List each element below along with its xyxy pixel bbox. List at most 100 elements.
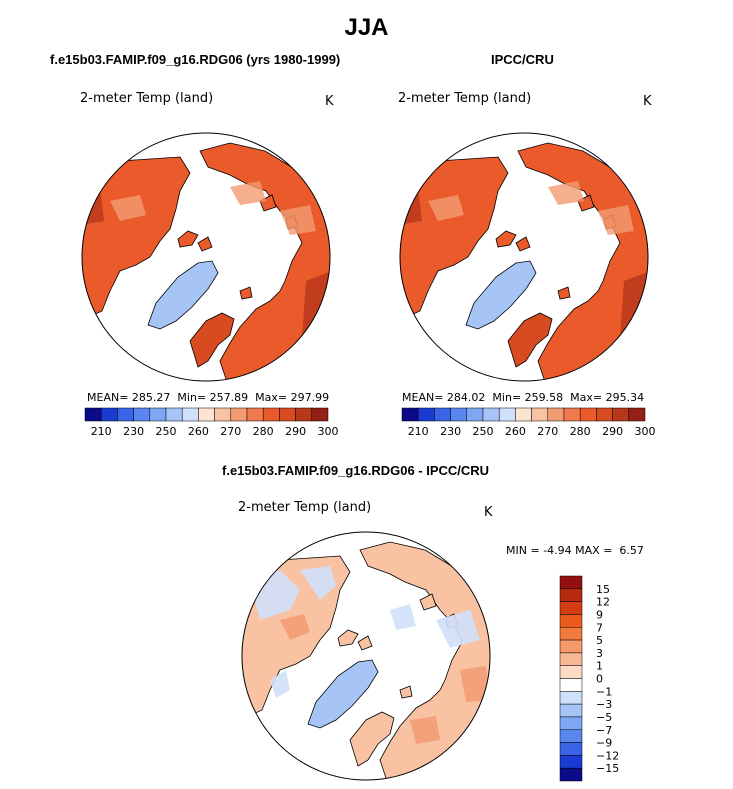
diff-colorbar-box-11	[559, 716, 583, 731]
colorbar-box-12	[279, 407, 296, 422]
colorbar-box-6	[498, 407, 516, 422]
neg-anomaly-3	[390, 604, 416, 630]
diff-colorbar-box-14	[559, 755, 583, 769]
diff-colorbar-tick-label: 1	[596, 660, 603, 673]
panel2-stats: MEAN= 284.02 Min= 259.58 Max= 295.34	[402, 391, 645, 404]
colorbar-tick-label: 290	[285, 425, 306, 438]
colorbar-box-2	[117, 407, 134, 422]
island-0	[177, 230, 199, 248]
pos-anomaly-1	[460, 666, 490, 702]
colorbar-box-8	[531, 407, 549, 422]
panel3-variable: 2-meter Temp (land)	[238, 500, 372, 515]
colorbar-box-9	[230, 407, 248, 422]
diff-colorbar-tick-label: 12	[596, 596, 610, 609]
neg-anomaly-4	[270, 670, 290, 698]
island-0	[495, 230, 517, 248]
panel3-title: f.e15b03.FAMIP.f09_g16.RDG06 - IPCC/CRU	[222, 463, 490, 478]
diff-colorbar-box-4	[559, 627, 583, 641]
neg-anomaly-1	[300, 566, 336, 600]
diff-colorbar-tick-label: 0	[596, 673, 603, 686]
island-1	[357, 635, 373, 651]
panel2-units: K	[643, 94, 652, 109]
colorbar-box-0	[401, 407, 419, 422]
colorbar-tick-label: 300	[635, 425, 656, 438]
colorbar-tick-label: 260	[188, 425, 209, 438]
colorbar-tick-label: 210	[408, 425, 429, 438]
colorbar-box-14	[628, 407, 646, 422]
cool-patch-0	[110, 195, 146, 221]
map-border	[241, 531, 491, 781]
island-4	[399, 685, 413, 699]
diff-colorbar-box-7	[559, 665, 583, 679]
colorbar-box-13	[612, 407, 630, 422]
diff-colorbar-tick-label: −9	[596, 737, 612, 750]
panel2-map	[399, 132, 649, 382]
diff-colorbar-box-3	[559, 614, 583, 628]
colorbar-tick-label: 280	[570, 425, 591, 438]
colorbar-box-11	[262, 407, 280, 422]
diff-colorbar-tick-label: 9	[596, 608, 603, 621]
colorbar-box-9	[547, 407, 565, 422]
diff-colorbar-tick-label: −3	[596, 698, 612, 711]
colorbar-box-1	[417, 407, 435, 422]
panel1-colorbar: 210 230 250 260 270 280 290 300	[84, 407, 339, 438]
colorbar-tick-label: 280	[253, 425, 274, 438]
colorbar-box-10	[563, 407, 581, 422]
diff-colorbar-tick-label: −1	[596, 685, 612, 698]
greenland-landmass	[465, 260, 537, 330]
scandinavia-landmass	[189, 312, 235, 368]
colorbar-tick-label: 250	[473, 425, 494, 438]
island-1	[515, 236, 531, 252]
colorbar-box-11	[579, 407, 597, 422]
colorbar-box-0	[84, 407, 102, 422]
diff-colorbar-box-13	[559, 742, 583, 756]
colorbar-box-4	[466, 407, 484, 422]
panel1-stats: MEAN= 285.27 Min= 257.89 Max= 297.99	[87, 391, 330, 404]
diff-colorbar-tick-label: −15	[596, 762, 619, 775]
cool-patch-2	[548, 181, 584, 205]
map-border	[399, 132, 649, 382]
diff-colorbar-box-2	[559, 601, 583, 615]
colorbar-box-5	[482, 407, 500, 422]
colorbar-tick-label: 210	[91, 425, 112, 438]
page-title: JJA	[344, 14, 389, 41]
diff-colorbar-tick-label: 15	[596, 583, 610, 596]
colorbar-box-7	[198, 407, 215, 422]
diff-colorbar-tick-label: 5	[596, 634, 603, 647]
colorbar-box-14	[311, 407, 329, 422]
scandinavia-landmass	[349, 711, 395, 767]
colorbar-box-13	[295, 407, 313, 422]
panel2-title: IPCC/CRU	[491, 52, 554, 67]
pos-anomaly-2	[410, 716, 440, 744]
colorbar-box-8	[214, 407, 232, 422]
panel2-variable: 2-meter Temp (land)	[398, 91, 532, 106]
diff-colorbar-box-6	[559, 652, 583, 666]
colorbar-tick-label: 270	[537, 425, 558, 438]
panel3-stats: MIN = -4.94 MAX = 6.57	[506, 544, 644, 557]
island-0	[337, 629, 359, 647]
colorbar-tick-label: 230	[123, 425, 144, 438]
colorbar-box-1	[100, 407, 118, 422]
diff-colorbar-tick-label: −5	[596, 711, 612, 724]
diff-colorbar-box-0	[559, 575, 583, 590]
diff-colorbar-tick-label: 3	[596, 647, 603, 660]
cool-patch-0	[428, 195, 464, 221]
map-border	[81, 132, 331, 382]
north-america-landmass	[82, 156, 191, 322]
island-4	[557, 286, 571, 300]
island-1	[197, 236, 213, 252]
panel3-units: K	[484, 505, 493, 520]
colorbar-box-5	[165, 407, 183, 422]
colorbar-box-7	[515, 407, 532, 422]
island-2	[419, 593, 437, 611]
colorbar-box-6	[181, 407, 199, 422]
colorbar-box-4	[149, 407, 167, 422]
greenland-landmass	[307, 659, 379, 729]
diff-colorbar-tick-label: 7	[596, 621, 603, 634]
colorbar-tick-label: 250	[156, 425, 177, 438]
diff-colorbar-box-9	[559, 691, 583, 705]
pos-anomaly-0	[280, 614, 310, 640]
cool-patch-1	[598, 205, 634, 235]
diff-colorbar-box-8	[559, 678, 583, 692]
colorbar-tick-label: 230	[440, 425, 461, 438]
